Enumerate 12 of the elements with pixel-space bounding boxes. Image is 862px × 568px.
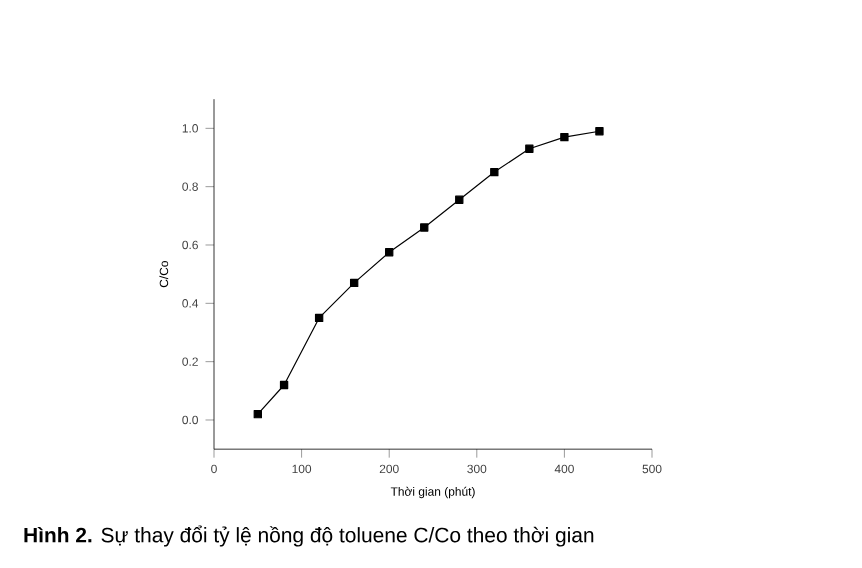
point — [560, 132, 569, 142]
point — [253, 409, 262, 419]
point — [490, 167, 499, 177]
point — [455, 195, 464, 204]
point — [279, 380, 289, 390]
point — [349, 278, 359, 288]
point — [314, 313, 324, 323]
point — [420, 223, 429, 232]
point — [385, 248, 394, 257]
point — [595, 127, 604, 136]
text: Hình 2. Sự thay đổi tỷ lệ nồng độ toluene C/Co theo thời gian — [24, 525, 594, 547]
point — [525, 144, 534, 153]
